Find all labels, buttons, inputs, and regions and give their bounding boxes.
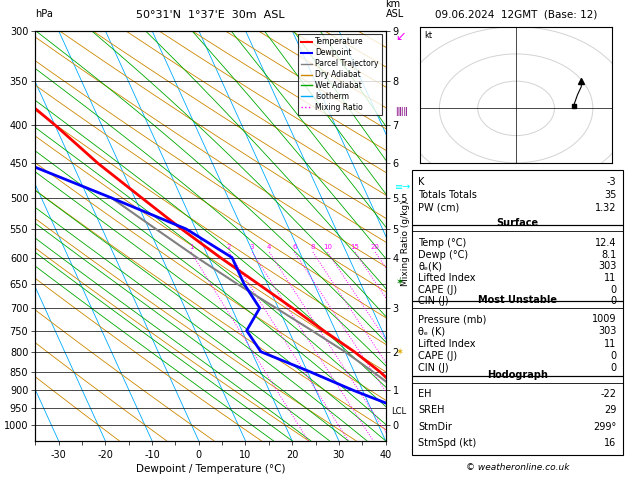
Text: Totals Totals: Totals Totals [418, 190, 477, 200]
Text: LCL: LCL [391, 407, 406, 416]
Text: Dewp (°C): Dewp (°C) [418, 250, 469, 260]
Text: 29: 29 [604, 405, 616, 416]
Text: PW (cm): PW (cm) [418, 203, 460, 213]
Text: 20: 20 [370, 244, 380, 250]
Text: CAPE (J): CAPE (J) [418, 351, 457, 361]
Text: 15: 15 [350, 244, 360, 250]
Text: 11: 11 [604, 339, 616, 348]
Text: 0: 0 [610, 363, 616, 373]
Text: 4: 4 [267, 244, 272, 250]
Text: θₑ (K): θₑ (K) [418, 327, 445, 336]
Text: 0: 0 [610, 351, 616, 361]
Text: © weatheronline.co.uk: © weatheronline.co.uk [465, 463, 569, 471]
Bar [412, 301, 623, 376]
Bar [412, 170, 623, 225]
Text: 6: 6 [292, 244, 297, 250]
Bar [412, 376, 623, 455]
Text: 1.32: 1.32 [595, 203, 616, 213]
Text: ✶: ✶ [395, 347, 403, 357]
Text: Hodograph: Hodograph [487, 369, 548, 380]
Text: 8: 8 [311, 244, 315, 250]
Text: CIN (J): CIN (J) [418, 296, 449, 306]
Text: Surface: Surface [496, 218, 538, 228]
Text: 1009: 1009 [592, 314, 616, 324]
Text: 0: 0 [610, 284, 616, 295]
Text: Pressure (mb): Pressure (mb) [418, 314, 487, 324]
Text: EH: EH [418, 389, 432, 399]
Text: Lifted Index: Lifted Index [418, 339, 476, 348]
Text: -22: -22 [601, 389, 616, 399]
Text: CIN (J): CIN (J) [418, 363, 449, 373]
Text: ǁǁǁ: ǁǁǁ [395, 107, 408, 116]
Text: K: K [418, 177, 425, 187]
Text: 12.4: 12.4 [595, 238, 616, 248]
Text: ↙: ↙ [395, 30, 406, 43]
Text: 303: 303 [598, 261, 616, 271]
Text: 10: 10 [323, 244, 332, 250]
Text: Most Unstable: Most Unstable [478, 295, 557, 305]
Text: 0: 0 [610, 296, 616, 306]
Text: 1: 1 [189, 244, 193, 250]
Text: 3: 3 [250, 244, 254, 250]
Text: θₑ(K): θₑ(K) [418, 261, 442, 271]
Text: 8.1: 8.1 [601, 250, 616, 260]
Legend: Temperature, Dewpoint, Parcel Trajectory, Dry Adiabat, Wet Adiabat, Isotherm, Mi: Temperature, Dewpoint, Parcel Trajectory… [298, 35, 382, 115]
Text: StmDir: StmDir [418, 422, 452, 432]
X-axis label: Dewpoint / Temperature (°C): Dewpoint / Temperature (°C) [136, 464, 285, 474]
Text: 35: 35 [604, 190, 616, 200]
Text: 11: 11 [604, 273, 616, 283]
Text: ✶: ✶ [395, 277, 403, 287]
Text: Lifted Index: Lifted Index [418, 273, 476, 283]
Text: Temp (°C): Temp (°C) [418, 238, 467, 248]
Text: Mixing Ratio (g/kg): Mixing Ratio (g/kg) [401, 200, 410, 286]
Bar [412, 225, 623, 301]
Text: StmSpd (kt): StmSpd (kt) [418, 438, 477, 448]
Text: km
ASL: km ASL [386, 0, 404, 19]
Text: 09.06.2024  12GMT  (Base: 12): 09.06.2024 12GMT (Base: 12) [435, 10, 597, 20]
Text: CAPE (J): CAPE (J) [418, 284, 457, 295]
Text: -3: -3 [607, 177, 616, 187]
Text: SREH: SREH [418, 405, 445, 416]
Text: 299°: 299° [593, 422, 616, 432]
Text: 16: 16 [604, 438, 616, 448]
Text: hPa: hPa [35, 9, 53, 19]
Text: 2: 2 [226, 244, 231, 250]
Text: 50°31'N  1°37'E  30m  ASL: 50°31'N 1°37'E 30m ASL [136, 10, 285, 20]
Text: 303: 303 [598, 327, 616, 336]
Text: kt: kt [424, 31, 432, 40]
Text: ≡→: ≡→ [395, 182, 411, 192]
